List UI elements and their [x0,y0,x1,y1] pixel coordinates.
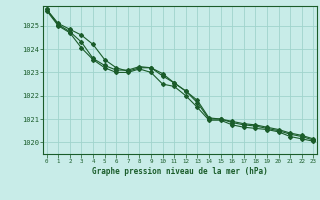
X-axis label: Graphe pression niveau de la mer (hPa): Graphe pression niveau de la mer (hPa) [92,167,268,176]
